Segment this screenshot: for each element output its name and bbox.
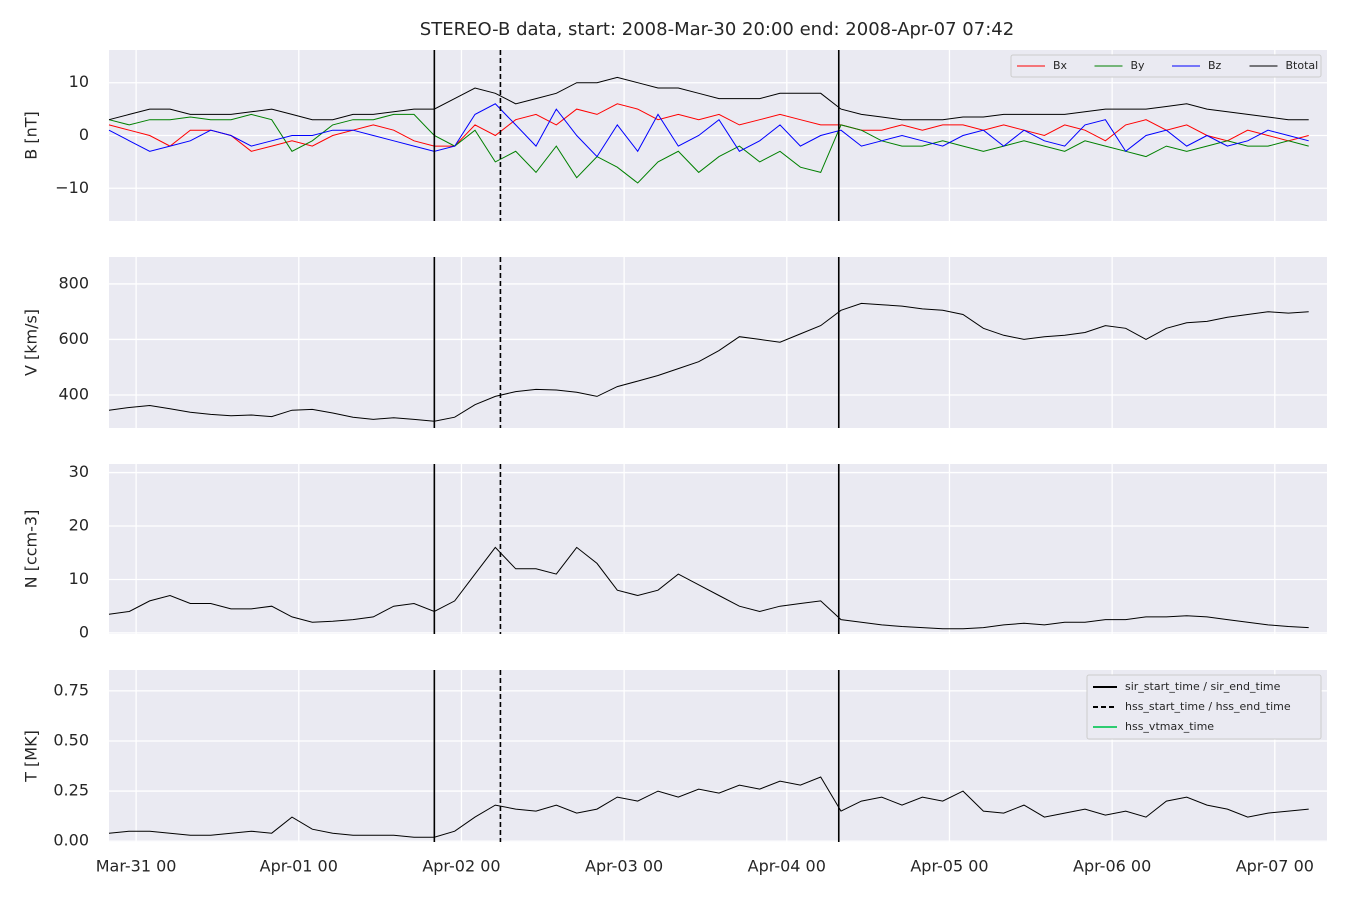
y-tick-label: 20 [69,516,89,535]
legend-label: Bz [1208,59,1222,72]
x-tick-label: Apr-05 00 [910,857,988,876]
legend-box [1086,674,1322,740]
y-tick-label: 0 [79,622,89,641]
y-tick-label: −10 [55,178,89,197]
y-tick-label: 10 [69,72,89,91]
series-line [108,103,1309,152]
legend-box [1010,54,1322,78]
y-tick-label: 400 [58,384,89,403]
x-tick-label: Apr-02 00 [422,857,500,876]
legend-label: hss_start_time / hss_end_time [1125,700,1291,713]
x-tick-label: Apr-04 00 [748,857,826,876]
series-line [108,76,1309,121]
legend-label: hss_vtmax_time [1125,720,1214,733]
y-tick-label: 0.75 [53,680,89,699]
y-tick-label: 800 [58,273,89,292]
series-line [108,113,1309,184]
legend-label: Bx [1053,59,1068,72]
series-line [108,302,1309,422]
y-tick-label: 10 [69,569,89,588]
chart-title: STEREO-B data, start: 2008-Mar-30 20:00 … [420,19,1014,40]
x-tick-label: Apr-06 00 [1073,857,1151,876]
y-tick-label: 600 [58,329,89,348]
series-line [108,103,1309,158]
y-axis-label: V [km/s] [22,309,41,376]
y-axis-label: N [ccm-3] [22,510,41,589]
x-tick-label: Apr-07 00 [1236,857,1314,876]
y-axis-label: B [nT] [22,111,41,159]
legend-label: Btotal [1286,59,1319,72]
y-tick-label: 0.25 [53,781,89,800]
y-tick-label: 0 [79,125,89,144]
y-tick-label: 0.50 [53,730,89,749]
y-tick-label: 0.00 [53,831,89,850]
series-line [108,546,1309,630]
y-tick-label: 30 [69,462,89,481]
panel-background [109,464,1327,634]
series-line [108,776,1309,838]
panel-background [109,257,1327,428]
y-axis-label: T [MK] [22,730,41,783]
x-tick-label: Apr-01 00 [260,857,338,876]
legend-label: sir_start_time / sir_end_time [1125,680,1281,693]
x-tick-label: Apr-03 00 [585,857,663,876]
legend-label: By [1131,59,1146,72]
x-tick-label: Mar-31 00 [96,857,177,876]
